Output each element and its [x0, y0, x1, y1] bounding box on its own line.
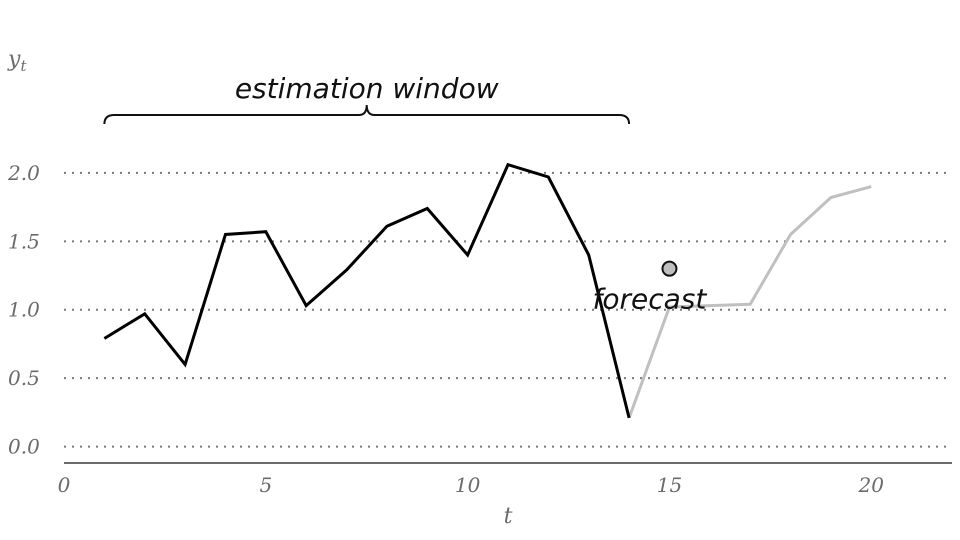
y-axis-title-main: y	[7, 47, 21, 72]
x-tick-label: 5	[259, 473, 272, 497]
estimation-window-label: estimation window	[235, 72, 499, 105]
y-axis-title-subscript: t	[20, 57, 27, 75]
y-tick-label: 0.0	[8, 435, 40, 459]
y-tick-labels: 0.0 0.5 1.0 1.5 2.0	[7, 161, 40, 459]
y-tick-label: 1.0	[8, 298, 40, 322]
gridlines	[64, 171, 952, 448]
y-tick-label: 2.0	[7, 161, 40, 185]
series	[103, 162, 872, 419]
forecast-label: forecast	[593, 283, 708, 316]
brace-path	[103, 104, 631, 125]
x-tick-labels: 0 5 10 15 20	[58, 473, 885, 497]
future-series-line	[627, 185, 872, 419]
estimation-series-line	[103, 162, 631, 419]
x-axis-title: t	[504, 504, 513, 529]
x-tick-label: 15	[657, 473, 682, 497]
x-tick-label: 20	[858, 473, 885, 497]
x-tick-label: 0	[58, 473, 71, 497]
y-axis-title: yt	[7, 47, 27, 75]
y-tick-label: 0.5	[8, 366, 40, 390]
forecast-point	[661, 260, 678, 277]
estimation-window-brace: estimation window	[103, 72, 631, 125]
x-tick-label: 10	[455, 473, 481, 497]
y-tick-label: 1.5	[8, 229, 40, 253]
